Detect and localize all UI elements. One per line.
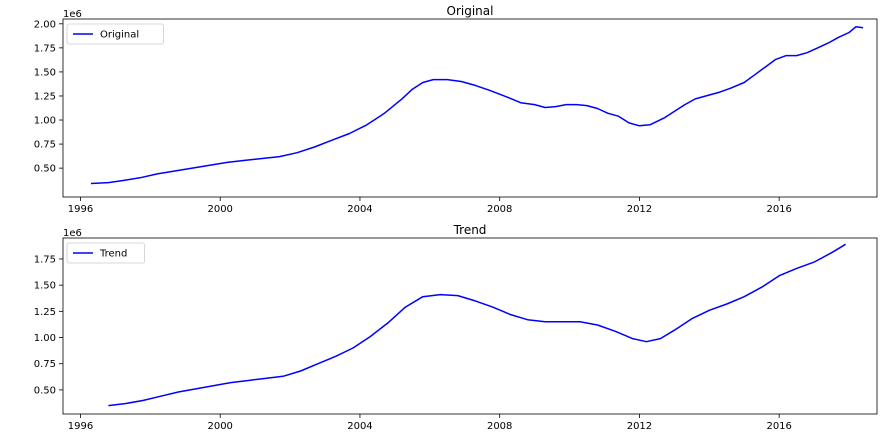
x-tick-label: 2000: [207, 421, 232, 432]
y-tick-label: 0.50: [34, 385, 56, 396]
y-tick-label: 1.25: [34, 91, 56, 102]
x-tick-label: 2004: [347, 204, 372, 215]
legend-label: Original: [100, 30, 139, 41]
x-tick-label: 2012: [627, 421, 652, 432]
y-offset-label: 1e6: [63, 228, 82, 239]
y-tick-label: 0.75: [34, 140, 56, 151]
subplot-1: Original 1e6 1996 2000 2004 2008 2012 2016 0.50 0…: [34, 4, 878, 215]
legend-label: Trend: [99, 249, 127, 260]
y-tick-label: 1.75: [34, 254, 56, 265]
y-tick-label: 1.75: [34, 43, 56, 54]
series-line-original: [90, 25, 864, 185]
chart-title: Trend: [453, 223, 487, 237]
chart-title: Original: [447, 4, 494, 18]
y-tick-label: 1.00: [34, 333, 56, 344]
x-tick-label: 2004: [347, 421, 372, 432]
x-tick-label: 2016: [766, 204, 791, 215]
series-line-trend: [108, 243, 846, 407]
y-tick-label: 0.75: [34, 359, 56, 370]
x-tick-label: 2008: [487, 204, 512, 215]
x-tick-label: 2000: [207, 204, 232, 215]
y-tick-label: 1.50: [34, 67, 56, 78]
legend: Trend: [66, 242, 145, 264]
x-tick-label: 2008: [487, 421, 512, 432]
y-tick-label: 2.00: [34, 19, 56, 30]
legend-box: [66, 23, 164, 45]
y-tick-label: 1.25: [34, 307, 56, 318]
axes-frame: [62, 18, 878, 198]
legend: Original: [66, 23, 164, 45]
x-tick-label: 1996: [68, 204, 93, 215]
axes-frame: [62, 237, 878, 415]
legend-box: [66, 242, 145, 264]
x-tick-label: 1996: [68, 421, 93, 432]
y-tick-label: 0.50: [34, 164, 56, 175]
x-tick-label: 2012: [627, 204, 652, 215]
subplot-2: Trend 1e6 1996 2000 2004 2008 2012 2016 0.50 0.75…: [34, 223, 878, 432]
x-tick-label: 2016: [766, 421, 791, 432]
y-offset-label: 1e6: [63, 9, 82, 20]
y-tick-label: 1.00: [34, 116, 56, 127]
y-tick-label: 1.50: [34, 281, 56, 292]
